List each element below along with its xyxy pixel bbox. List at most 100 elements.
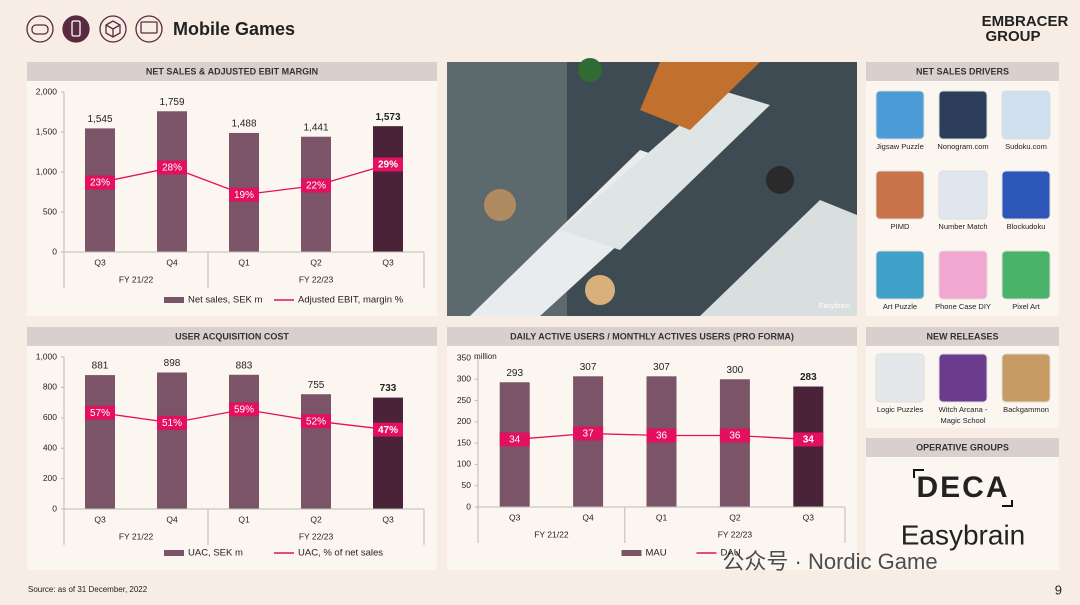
person (766, 166, 794, 194)
app-icon (938, 353, 988, 403)
bar (373, 126, 403, 252)
icon-console[interactable] (26, 15, 54, 43)
y-tick-label: 0 (466, 501, 471, 511)
desk (700, 200, 857, 316)
page-title: Mobile Games (173, 19, 295, 39)
y-tick-label: 0 (52, 503, 57, 513)
person (585, 275, 615, 305)
bar (373, 397, 403, 509)
x-tick-label: Q4 (582, 512, 594, 522)
bar (157, 372, 187, 509)
line-marker (157, 415, 187, 430)
y-tick-label: 2,000 (36, 86, 58, 96)
nav-icons (26, 15, 163, 43)
app-label: Logic Puzzles (877, 405, 924, 414)
x-tick-label: Q2 (310, 514, 322, 524)
desk (560, 90, 770, 250)
bar-value-label: 307 (580, 362, 597, 373)
line-marker (301, 178, 331, 193)
y-tick-label: 800 (43, 382, 57, 392)
line-marker (301, 414, 331, 429)
legend-label: UAC, SEK m (188, 548, 243, 559)
app-label: Sudoku.com (1005, 142, 1047, 151)
legend-label: DAU (721, 548, 741, 559)
line-marker (499, 432, 530, 447)
app-label: Backgammon (1003, 405, 1049, 414)
app-icon (938, 250, 988, 300)
watermark: 公众号 · Nordic Game (722, 549, 937, 574)
y-tick-label: 1,500 (36, 126, 58, 136)
legend-swatch (621, 550, 642, 556)
deca-brackets (913, 469, 1013, 507)
x-tick-label: Q3 (803, 512, 815, 522)
x-tick-label: Q3 (94, 514, 106, 524)
x-group-label: FY 22/23 (299, 531, 334, 541)
app-icon (1001, 353, 1051, 403)
x-tick-label: Q4 (166, 514, 178, 524)
line-value-label: 36 (729, 431, 741, 442)
y-tick-label: 150 (457, 437, 471, 447)
panel-title: NET SALES & ADJUSTED EBIT MARGIN (146, 66, 318, 76)
bar-value-label: 883 (236, 360, 253, 371)
x-tick-label: Q1 (238, 514, 250, 524)
line-value-label: 47% (378, 425, 398, 436)
bar-value-label: 755 (308, 380, 325, 391)
panel-header (27, 327, 437, 346)
bar (719, 379, 750, 507)
photo-caption: Easybrain (819, 303, 850, 310)
panel-header (27, 62, 437, 81)
y-tick-label: 250 (457, 395, 471, 405)
bar-value-label: 1,545 (87, 114, 112, 125)
y-tick-label: 100 (457, 459, 471, 469)
app-label: PIMD (891, 222, 910, 231)
app-label: Nonogram.com (937, 142, 988, 151)
y-tick-label: 400 (43, 442, 57, 452)
panel-header (866, 438, 1059, 457)
bar (157, 111, 187, 252)
bar-value-label: 1,441 (303, 122, 328, 133)
panel-header (866, 327, 1059, 346)
app-icon (1001, 170, 1051, 220)
y-tick-label: 50 (462, 480, 472, 490)
panel-header (447, 327, 857, 346)
icon-box[interactable] (99, 15, 127, 43)
line-marker (157, 160, 187, 175)
panel-title: USER ACQUISITION COST (175, 331, 289, 341)
bar (301, 136, 331, 252)
screen-glyph (140, 21, 158, 34)
bar-value-label: 733 (380, 383, 397, 394)
legend-label: MAU (646, 548, 667, 559)
plant (578, 58, 602, 82)
page-number: 9 (1055, 582, 1062, 597)
x-tick-label: Q2 (729, 512, 741, 522)
panel-title: OPERATIVE GROUPS (916, 442, 1009, 452)
icon-screen[interactable] (135, 15, 163, 43)
line-value-label: 22% (306, 181, 326, 192)
app-icon (938, 90, 988, 140)
line-marker (646, 428, 677, 443)
x-tick-label: Q1 (656, 512, 668, 522)
y-tick-label: 350 (457, 352, 471, 362)
line-marker (719, 428, 750, 443)
panel-title: NEW RELEASES (926, 331, 998, 341)
icon-mobile[interactable] (62, 15, 90, 43)
line-marker (373, 157, 403, 172)
y-unit: million (474, 352, 497, 361)
bar-value-label: 898 (164, 358, 181, 369)
app-label: Magic School (940, 416, 985, 425)
partition (640, 62, 760, 130)
y-tick-label: 300 (457, 374, 471, 384)
x-group-label: FY 21/22 (119, 274, 154, 284)
app-icon (1001, 90, 1051, 140)
office-photo: Easybrain (447, 58, 857, 316)
app-label: Art Puzzle (883, 302, 917, 311)
line-marker (573, 426, 604, 441)
line-marker (229, 187, 259, 202)
bar (573, 376, 604, 507)
phone-glyph (71, 20, 81, 37)
x-tick-label: Q3 (509, 512, 521, 522)
source-note: Source: as of 31 December, 2022 (28, 585, 148, 594)
line-marker (85, 175, 115, 190)
app-icon (875, 353, 925, 403)
line-marker (373, 422, 403, 437)
